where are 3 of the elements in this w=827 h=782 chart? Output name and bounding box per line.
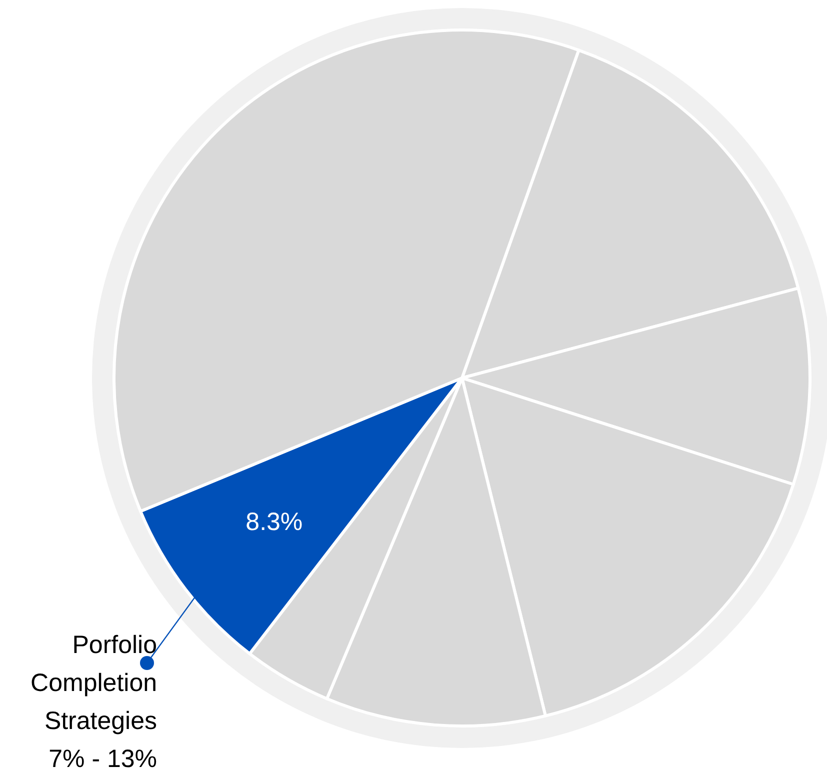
text: 7% - 13% <box>48 745 157 773</box>
data-label: 8.3% <box>246 508 303 536</box>
slice-label: Porfolio Completion Strategies <box>30 631 157 735</box>
